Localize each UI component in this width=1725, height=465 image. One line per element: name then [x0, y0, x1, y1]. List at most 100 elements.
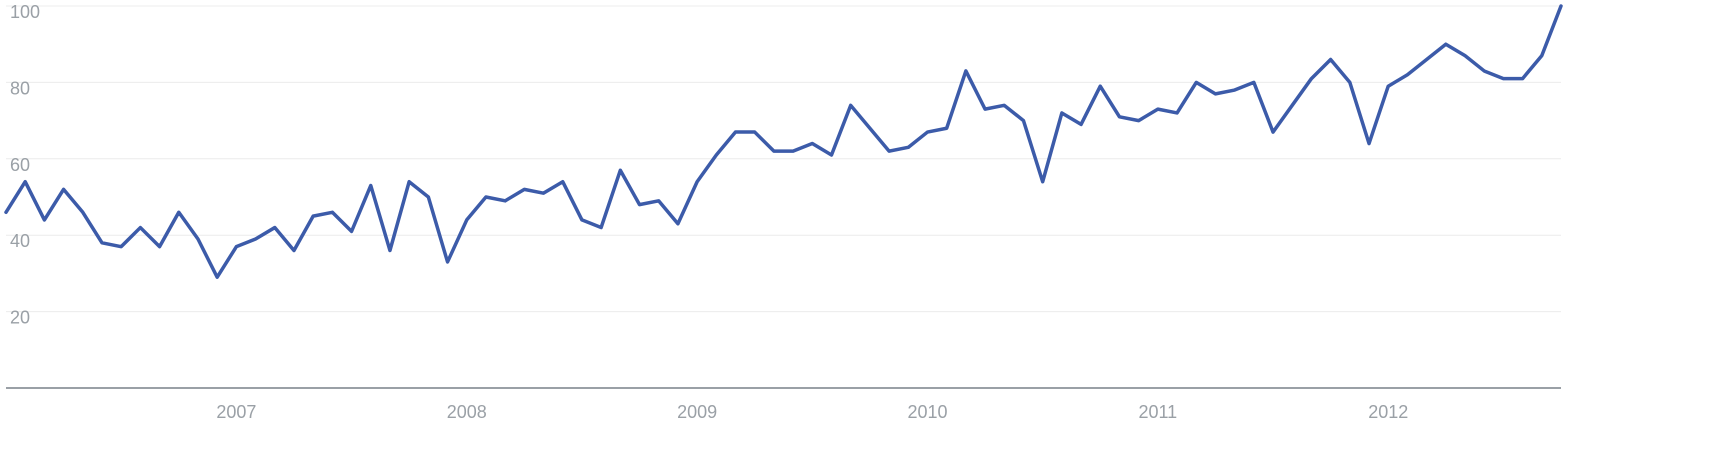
data-point-2006-10: [177, 210, 181, 214]
x-tick-label-2009: 2009: [677, 402, 717, 422]
data-point-2010-01: [925, 130, 929, 134]
data-point-2009-10: [868, 126, 872, 130]
data-point-2009-03: [734, 130, 738, 134]
gridlines: [6, 5, 1561, 313]
data-point-2008-05: [542, 191, 546, 195]
data-point-2006-07: [119, 245, 123, 249]
x-axis-ticks: 2007 2008 2009 2010 2011 2012: [216, 402, 1408, 422]
x-tick-label-2010: 2010: [907, 402, 947, 422]
data-point-2010-04: [983, 107, 987, 111]
y-axis-ticks: 20 40 60 80 100: [10, 2, 40, 328]
data-point-2008-03: [503, 199, 507, 203]
data-point-2011-12: [1367, 142, 1371, 146]
data-point-2012-10: [1559, 4, 1563, 8]
data-point-2008-02: [484, 195, 488, 199]
data-point-2007-01: [234, 245, 238, 249]
data-point-2008-06: [561, 180, 565, 184]
data-point-2011-06: [1252, 80, 1256, 84]
data-point-2007-03: [273, 226, 277, 230]
data-point-2008-08: [599, 226, 603, 230]
data-point-2012-02: [1405, 73, 1409, 77]
data-point-2010-10: [1098, 84, 1102, 88]
data-point-2010-07: [1041, 180, 1045, 184]
data-point-2009-12: [906, 145, 910, 149]
data-point-2011-03: [1194, 80, 1198, 84]
data-point-2010-02: [945, 126, 949, 130]
data-point-2008-11: [657, 199, 661, 203]
data-point-2012-07: [1501, 77, 1505, 81]
x-tick-label-2012: 2012: [1368, 402, 1408, 422]
data-point-2012-04: [1444, 42, 1448, 46]
data-point-2006-09: [158, 245, 162, 249]
x-tick-label-2011: 2011: [1138, 402, 1177, 422]
data-point-2009-09: [849, 103, 853, 107]
data-point-2006-11: [196, 237, 200, 241]
data-point-2011-07: [1271, 130, 1275, 134]
data-point-2010-12: [1137, 119, 1141, 123]
data-point-2006-02: [23, 180, 27, 184]
data-point-2006-03: [42, 218, 46, 222]
data-point-2006-12: [215, 275, 219, 279]
data-point-2007-09: [388, 248, 392, 252]
data-point-2007-08: [369, 184, 373, 188]
data-point-2012-01: [1386, 84, 1390, 88]
data-point-2011-11: [1348, 80, 1352, 84]
data-point-2010-06: [1021, 119, 1025, 123]
data-point-2009-01: [695, 180, 699, 184]
data-point-2008-07: [580, 218, 584, 222]
data-point-2012-09: [1540, 54, 1544, 58]
data-point-2006-05: [81, 210, 85, 214]
data-point-2007-05: [311, 214, 315, 218]
data-point-2009-05: [772, 149, 776, 153]
data-point-2008-01: [465, 218, 469, 222]
data-point-2008-04: [522, 187, 526, 191]
data-point-2011-01: [1156, 107, 1160, 111]
data-point-2010-11: [1117, 115, 1121, 119]
y-tick-label-20: 20: [10, 308, 30, 328]
data-point-2012-06: [1482, 69, 1486, 73]
data-point-2009-02: [714, 153, 718, 157]
data-point-2010-08: [1060, 111, 1064, 115]
data-point-2009-07: [810, 142, 814, 146]
data-point-2012-03: [1425, 57, 1429, 61]
data-point-2011-09: [1309, 77, 1313, 81]
data-point-2007-07: [350, 229, 354, 233]
data-point-2009-04: [753, 130, 757, 134]
data-point-2007-10: [407, 180, 411, 184]
y-tick-label-40: 40: [10, 231, 30, 251]
data-point-2010-03: [964, 69, 968, 73]
data-point-2011-04: [1213, 92, 1217, 96]
data-point-2009-11: [887, 149, 891, 153]
series-layer: [4, 4, 1563, 279]
data-point-2009-06: [791, 149, 795, 153]
data-point-2007-06: [330, 210, 334, 214]
data-point-2011-02: [1175, 111, 1179, 115]
data-point-2006-08: [138, 226, 142, 230]
data-point-2009-08: [829, 153, 833, 157]
data-point-2007-04: [292, 248, 296, 252]
data-point-2010-05: [1002, 103, 1006, 107]
data-point-2007-11: [426, 195, 430, 199]
x-tick-label-2008: 2008: [447, 402, 487, 422]
data-point-2006-06: [100, 241, 104, 245]
data-point-2006-04: [62, 187, 66, 191]
data-point-2008-12: [676, 222, 680, 226]
data-point-2010-09: [1079, 122, 1083, 126]
y-tick-label-60: 60: [10, 155, 30, 175]
data-point-2008-10: [638, 203, 642, 207]
y-tick-label-100: 100: [10, 2, 40, 22]
series-line-0: [4, 4, 1563, 279]
data-point-2006-01: [4, 210, 8, 214]
data-point-2011-05: [1233, 88, 1237, 92]
data-point-2007-02: [254, 237, 258, 241]
data-point-2007-12: [446, 260, 450, 264]
y-tick-label-80: 80: [10, 78, 30, 98]
x-tick-label-2007: 2007: [216, 402, 256, 422]
data-point-2011-10: [1329, 57, 1333, 61]
data-point-2008-09: [618, 168, 622, 172]
data-point-2012-05: [1463, 54, 1467, 58]
data-point-2011-08: [1290, 103, 1294, 107]
data-point-2012-08: [1521, 77, 1525, 81]
